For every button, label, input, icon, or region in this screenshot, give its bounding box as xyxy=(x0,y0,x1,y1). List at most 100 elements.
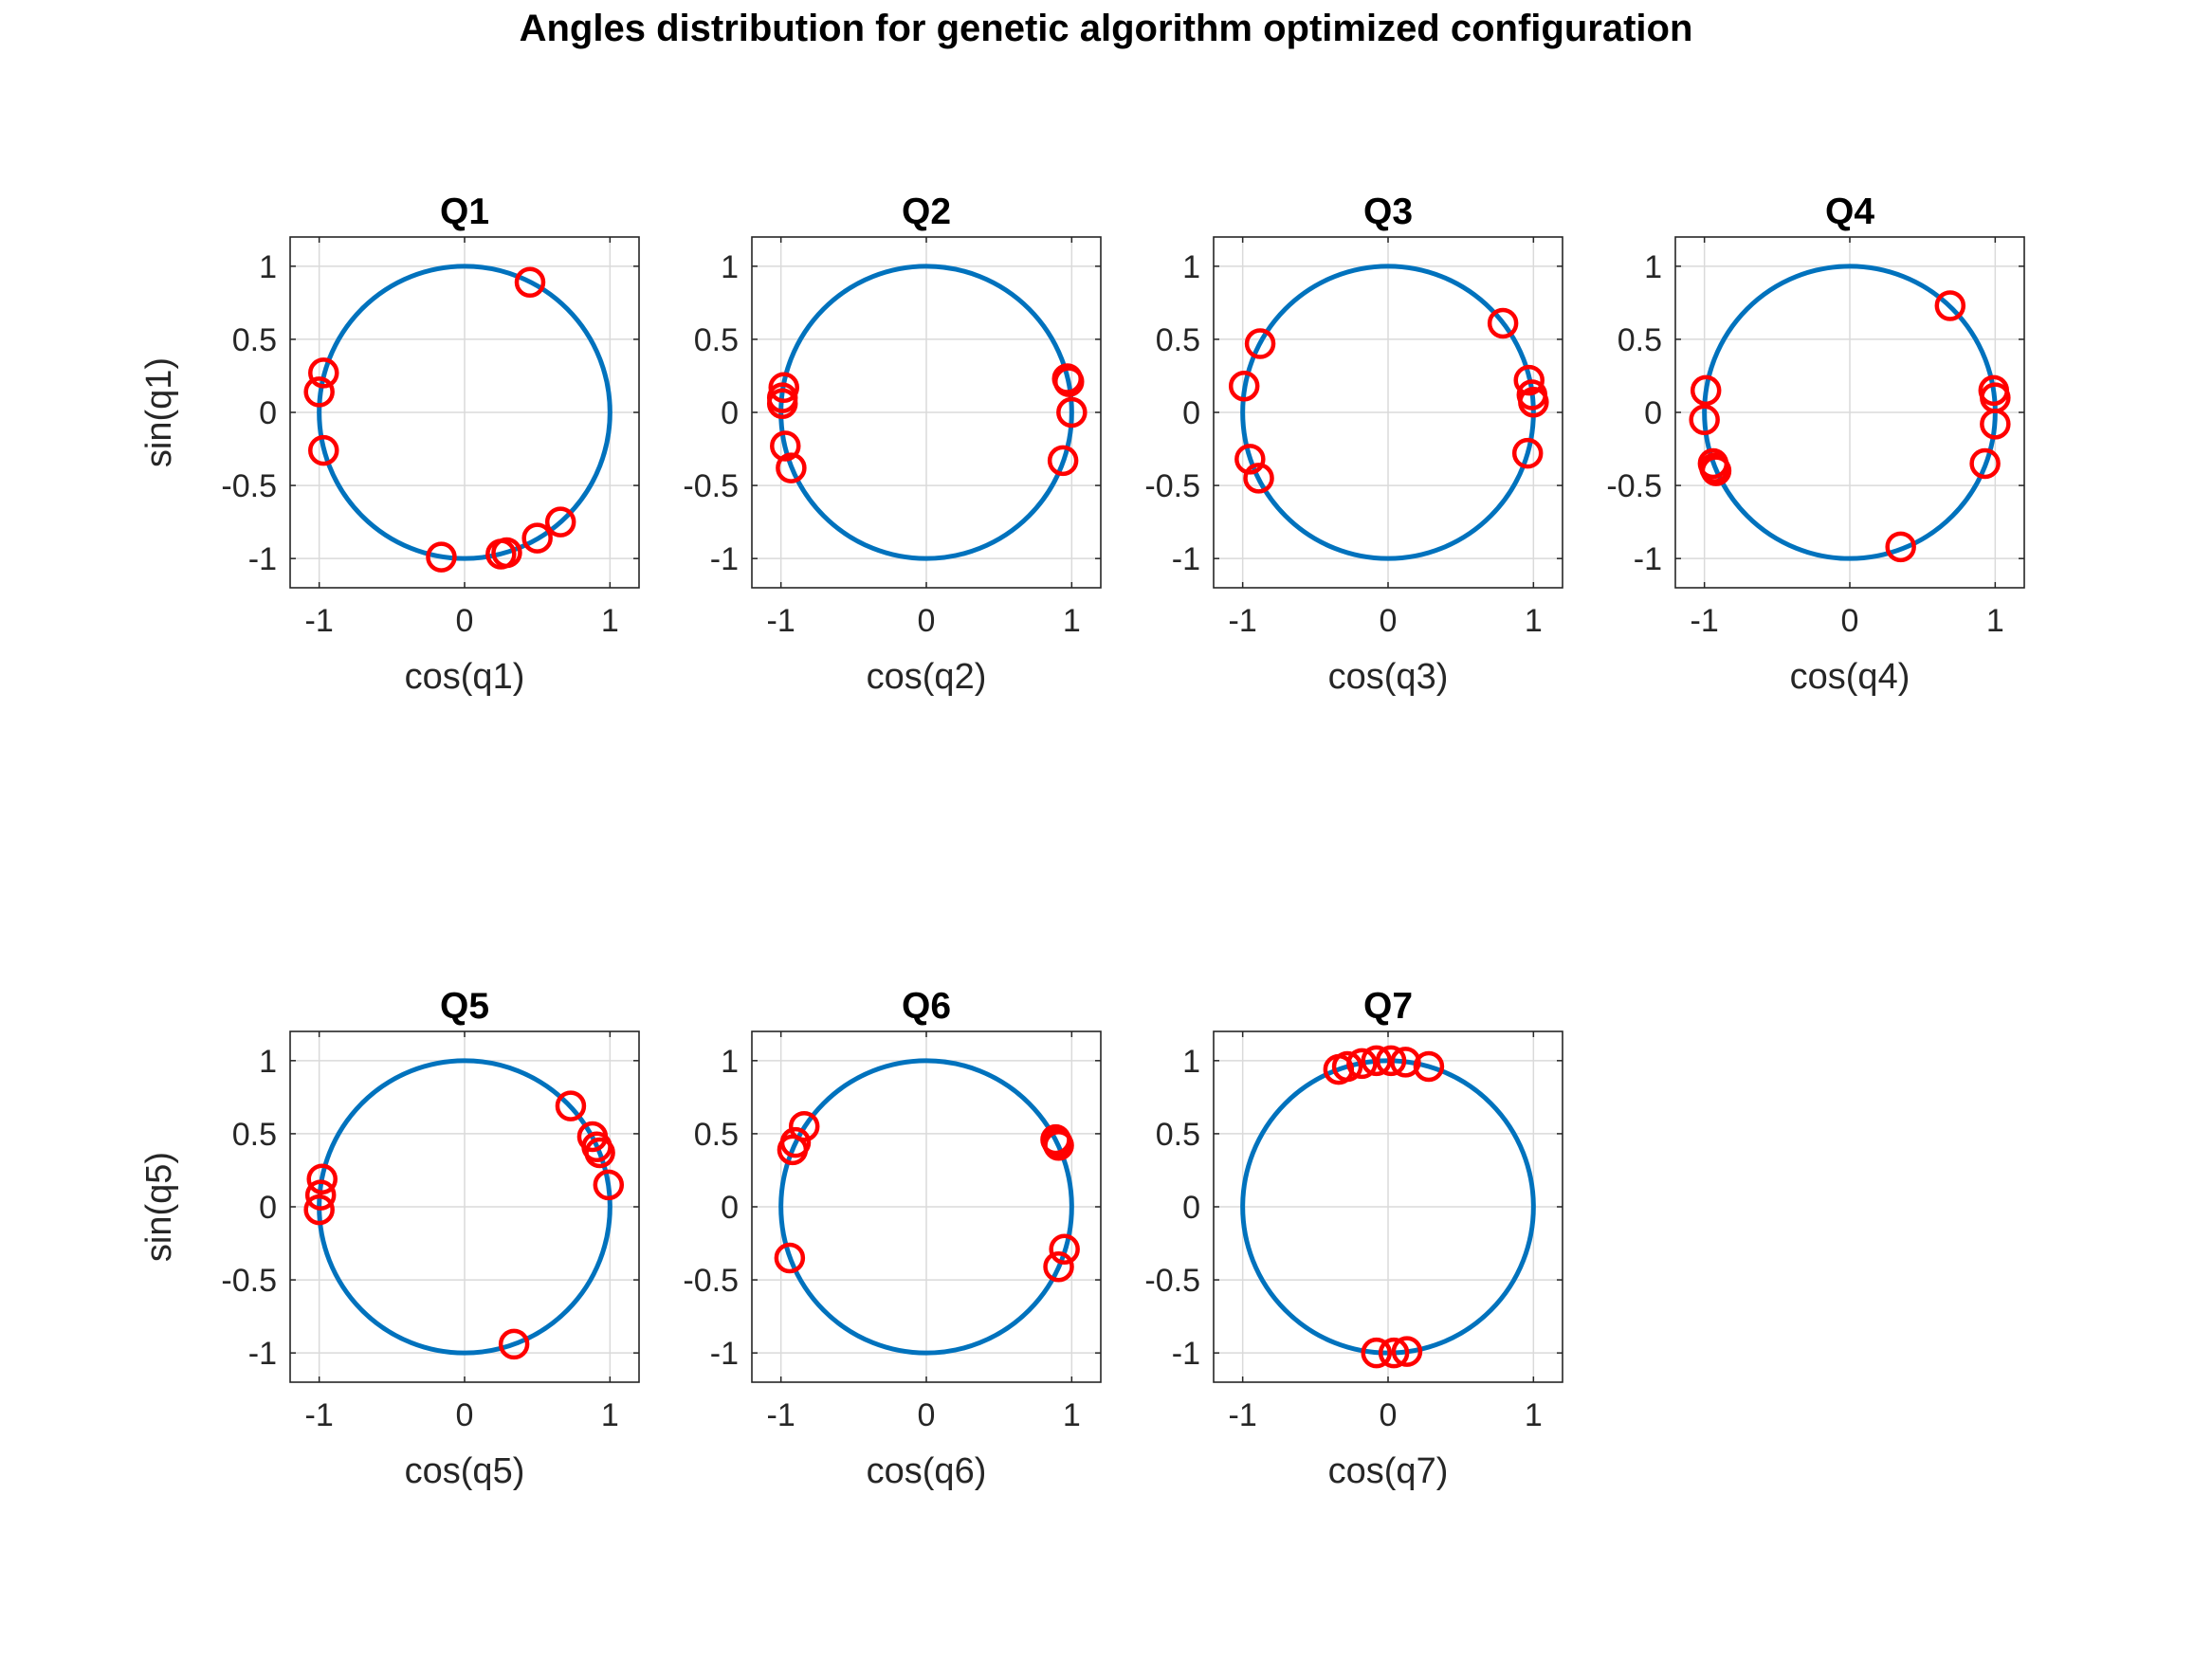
y-tick-label: -0.5 xyxy=(1144,1263,1200,1299)
y-tick-label: -0.5 xyxy=(1144,468,1200,504)
data-point xyxy=(544,506,576,538)
x-tick-label: 1 xyxy=(601,1397,619,1433)
y-tick-label: 1 xyxy=(1182,249,1200,285)
x-axis-label: cos(q7) xyxy=(1328,1451,1449,1491)
data-point xyxy=(1331,1050,1363,1083)
x-tick-label: -1 xyxy=(1229,603,1257,639)
y-tick-label: -1 xyxy=(1634,541,1662,577)
x-axis-label: cos(q5) xyxy=(405,1451,525,1491)
data-point xyxy=(1234,444,1266,475)
y-tick-label: 0.5 xyxy=(232,322,277,358)
x-tick-label: -1 xyxy=(767,1397,795,1433)
y-tick-label: 0 xyxy=(721,395,739,431)
x-tick-label: 0 xyxy=(918,1397,936,1433)
data-point xyxy=(1056,396,1088,428)
y-tick-label: 0.5 xyxy=(232,1117,277,1153)
data-point xyxy=(766,388,798,419)
data-point xyxy=(521,522,553,554)
data-point xyxy=(1518,386,1549,418)
data-point xyxy=(1043,1130,1074,1161)
data-point xyxy=(1487,307,1519,339)
data-point xyxy=(1689,404,1720,435)
x-tick-label: -1 xyxy=(1691,603,1719,639)
y-tick-label: 1 xyxy=(721,249,739,285)
subplot-q1: -1 0 1 -1 -0.5 0 0.5 1 Q1 cos(q1) sin(q1) xyxy=(139,191,640,697)
data-point xyxy=(1361,1337,1392,1369)
x-tick-label: 1 xyxy=(1986,603,2004,639)
x-tick-label: 0 xyxy=(1841,603,1859,639)
data-point xyxy=(1980,409,2011,440)
y-tick-label: 0.5 xyxy=(694,1117,739,1153)
data-point xyxy=(306,1163,338,1194)
x-tick-label: 1 xyxy=(1525,1397,1543,1433)
subplot-q7: -1 0 1 -1 -0.5 0 0.5 1 Q7 cos(q7) xyxy=(1144,986,1563,1491)
subplot-q2: -1 0 1 -1 -0.5 0 0.5 1 Q2 cos(q2) xyxy=(683,191,1102,697)
x-tick-label: 0 xyxy=(1380,603,1398,639)
data-point xyxy=(1700,455,1732,486)
data-point xyxy=(514,266,546,299)
subplot-q6: -1 0 1 -1 -0.5 0 0.5 1 Q6 cos(q6) xyxy=(683,986,1102,1491)
data-point xyxy=(774,1242,806,1274)
data-point xyxy=(308,434,339,466)
x-tick-label: 0 xyxy=(918,603,936,639)
data-point xyxy=(776,452,807,483)
data-point xyxy=(1228,371,1260,402)
y-tick-label: -1 xyxy=(1172,541,1200,577)
data-point xyxy=(555,1090,587,1121)
data-point xyxy=(1390,1047,1421,1078)
data-point xyxy=(1361,1045,1392,1077)
y-tick-label: 1 xyxy=(259,249,277,285)
subplot-title: Q4 xyxy=(1825,191,1874,232)
y-tick-label: -0.5 xyxy=(1606,468,1662,504)
y-tick-label: 0 xyxy=(259,1190,277,1226)
data-point xyxy=(1378,1337,1410,1369)
x-tick-label: 0 xyxy=(456,603,474,639)
data-point xyxy=(303,376,335,408)
x-tick-label: 0 xyxy=(456,1397,474,1433)
unit-circle xyxy=(778,1058,1074,1356)
subplot-title: Q5 xyxy=(440,986,489,1027)
data-point xyxy=(584,1137,615,1169)
y-tick-label: -1 xyxy=(248,541,277,577)
data-point xyxy=(593,1169,625,1201)
y-tick-label: -0.5 xyxy=(221,468,277,504)
y-tick-label: 1 xyxy=(721,1044,739,1080)
y-tick-label: 0 xyxy=(1182,1190,1200,1226)
data-point xyxy=(1413,1050,1445,1083)
x-tick-label: -1 xyxy=(767,603,795,639)
x-axis-label: cos(q3) xyxy=(1328,657,1449,697)
data-point xyxy=(304,1179,337,1211)
y-axis-label: sin(q1) xyxy=(139,357,179,467)
data-point xyxy=(770,430,801,462)
subplot-title: Q2 xyxy=(902,191,951,232)
data-point xyxy=(1049,1233,1080,1265)
data-point xyxy=(498,1328,530,1360)
data-point xyxy=(1969,447,2001,480)
y-tick-label: -1 xyxy=(710,1336,739,1372)
x-tick-label: 1 xyxy=(1063,1397,1081,1433)
y-tick-label: 0.5 xyxy=(1156,322,1200,358)
x-axis-label: cos(q2) xyxy=(867,657,987,697)
subplot-title: Q1 xyxy=(440,191,489,232)
y-tick-label: -1 xyxy=(248,1336,277,1372)
data-point xyxy=(1346,1048,1378,1080)
figure-title: Angles distribution for genetic algorith… xyxy=(519,8,1693,49)
unit-circle xyxy=(1240,264,1536,561)
unit-circle xyxy=(317,264,612,561)
data-point xyxy=(1244,328,1276,359)
subplot-title: Q7 xyxy=(1363,986,1413,1027)
x-tick-label: -1 xyxy=(305,603,334,639)
data-point xyxy=(768,372,799,404)
data-point xyxy=(777,1134,809,1166)
y-tick-label: 0 xyxy=(721,1190,739,1226)
subplot-q5: -1 0 1 -1 -0.5 0 0.5 1 Q5 cos(q5) sin(q5) xyxy=(139,986,640,1491)
x-tick-label: -1 xyxy=(305,1397,334,1433)
y-tick-label: 0 xyxy=(1644,395,1662,431)
subplot-q4: -1 0 1 -1 -0.5 0 0.5 1 Q4 cos(q4) xyxy=(1606,191,2025,697)
data-point xyxy=(491,537,522,569)
x-tick-label: 0 xyxy=(1380,1397,1398,1433)
data-point xyxy=(308,357,339,389)
y-tick-label: 1 xyxy=(1182,1044,1200,1080)
data-point xyxy=(1043,1250,1074,1283)
